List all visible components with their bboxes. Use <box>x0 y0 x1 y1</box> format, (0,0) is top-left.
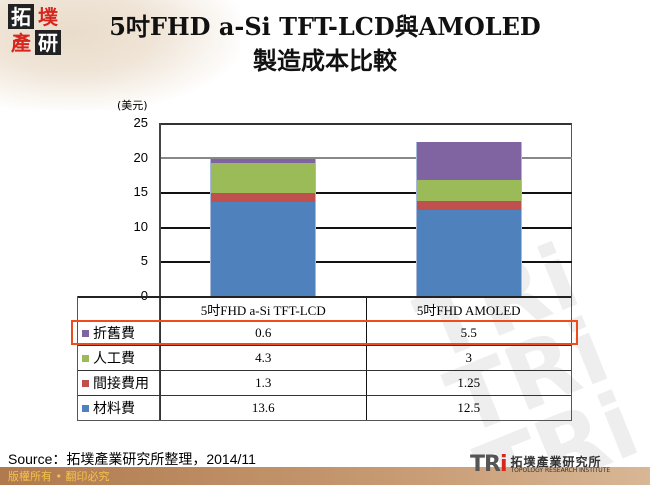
title-line-2: 製造成本比較 <box>253 46 397 75</box>
segment-materials <box>417 210 521 296</box>
segment-overhead <box>417 201 521 210</box>
column-header: 5吋FHD AMOLED <box>416 302 521 318</box>
row-label: 材料費 <box>93 401 135 417</box>
y-tick: 5 <box>140 253 148 268</box>
table-row: 材料費 13.6 12.5 <box>78 395 571 420</box>
row-label: 折舊費 <box>93 326 135 342</box>
segment-labor <box>211 163 315 193</box>
legend-swatch-icon <box>82 379 89 387</box>
y-tick: 20 <box>133 150 148 165</box>
y-axis-line <box>159 123 161 421</box>
legend-swatch-icon <box>82 329 89 337</box>
table-cell: 4.3 <box>161 346 367 370</box>
table-cell: 13.6 <box>161 396 367 420</box>
segment-overhead <box>211 193 315 202</box>
column-header: 5吋FHD a-Si TFT-LCD <box>161 298 367 320</box>
row-label: 人工費 <box>93 351 135 367</box>
gridline-10 <box>160 227 572 229</box>
logo-char: 墣 <box>38 4 58 29</box>
segment-materials <box>211 202 315 296</box>
table-row: 間接費用 1.3 1.25 <box>78 370 571 395</box>
logo-char: 拓 <box>8 4 34 29</box>
data-table: 5吋FHD a-Si TFT-LCD 5吋FHD AMOLED 折舊費 0.6 … <box>77 296 572 421</box>
segment-labor <box>417 180 521 201</box>
source-note: Source：拓墣產業研究所整理，2014/11 <box>8 451 256 467</box>
y-tick: 25 <box>133 115 148 130</box>
tri-logo-top: 拓 墣 產 研 <box>8 4 64 56</box>
table-row: 人工費 4.3 3 <box>78 345 571 370</box>
table-header-row: 5吋FHD a-Si TFT-LCD 5吋FHD AMOLED <box>78 296 571 320</box>
legend-swatch-icon <box>82 354 89 362</box>
legend-swatch-icon <box>82 404 89 412</box>
tri-logo-bottom: TRi 拓墣產業研究所 TOPOLOGY RESEARCH INSTITUTE <box>470 452 610 477</box>
table-cell: 1.3 <box>161 371 367 395</box>
table-row: 折舊費 0.6 5.5 <box>78 320 571 345</box>
logo-char: 產 <box>11 30 31 55</box>
y-tick: 10 <box>133 219 148 234</box>
segment-depreciation <box>211 159 315 163</box>
gridline-20 <box>160 157 572 159</box>
slide-title: 5吋FHD a-Si TFT-LCD與AMOLED 製造成本比較 <box>0 10 650 78</box>
gridline-5 <box>160 261 572 263</box>
y-tick: 15 <box>133 184 148 199</box>
gridline-15 <box>160 192 572 194</box>
y-axis-unit-label: (美元) <box>117 99 148 112</box>
table-cell: 5.5 <box>460 325 477 340</box>
logo-char: 研 <box>35 30 61 55</box>
title-line-1: 5吋FHD a-Si TFT-LCD與AMOLED <box>109 12 541 41</box>
table-corner <box>78 298 161 320</box>
parchment-background <box>0 0 240 110</box>
y-tick: 0 <box>140 288 148 303</box>
footer-band <box>0 467 650 485</box>
table-cell: 0.6 <box>161 321 367 345</box>
tri-mark-icon: TRi <box>470 452 507 477</box>
org-name-en: TOPOLOGY RESEARCH INSTITUTE <box>510 466 611 474</box>
segment-depreciation <box>417 142 521 180</box>
copyright-notice: 版權所有 • 翻印必究 <box>8 470 110 483</box>
row-label: 間接費用 <box>93 376 149 392</box>
bar-lcd <box>210 159 316 296</box>
bar-amoled <box>416 142 522 296</box>
table-cell: 3 <box>465 350 473 365</box>
table-cell: 12.5 <box>457 400 481 415</box>
plot-area <box>160 123 572 296</box>
org-name-cn: 拓墣產業研究所 <box>510 454 602 469</box>
table-cell: 1.25 <box>457 375 481 390</box>
